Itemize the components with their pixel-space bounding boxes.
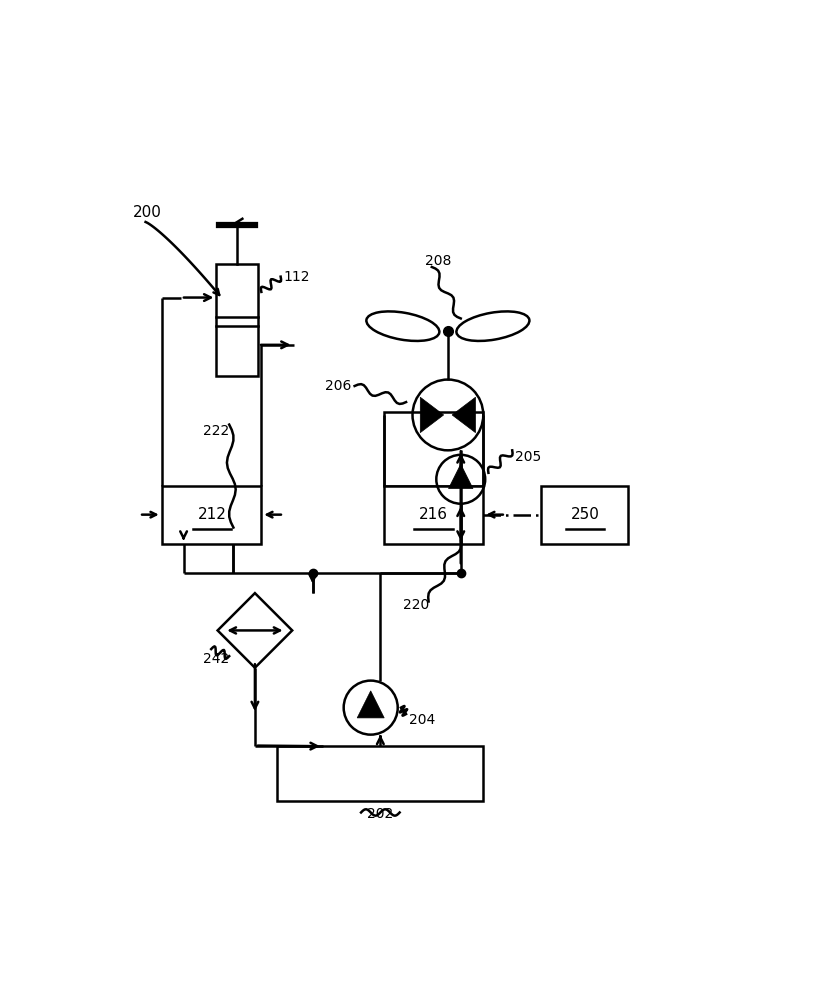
Text: 206: 206 <box>325 379 351 393</box>
Ellipse shape <box>366 311 439 341</box>
Text: 242: 242 <box>203 652 230 666</box>
Polygon shape <box>452 397 476 433</box>
Text: 212: 212 <box>198 507 227 522</box>
Text: 220: 220 <box>403 598 429 612</box>
Text: 208: 208 <box>426 254 452 268</box>
Polygon shape <box>448 464 473 489</box>
Bar <box>383 412 483 486</box>
Bar <box>277 746 483 801</box>
Text: 112: 112 <box>284 270 310 284</box>
Bar <box>541 486 628 544</box>
Polygon shape <box>420 397 444 433</box>
Bar <box>217 264 258 376</box>
Polygon shape <box>217 593 292 668</box>
Text: 202: 202 <box>367 807 393 821</box>
Bar <box>162 486 261 544</box>
Ellipse shape <box>457 311 530 341</box>
Bar <box>383 486 483 544</box>
Polygon shape <box>357 691 384 718</box>
Text: 204: 204 <box>409 713 436 727</box>
Text: 222: 222 <box>203 424 230 438</box>
Text: 250: 250 <box>570 507 599 522</box>
Text: 200: 200 <box>133 205 162 220</box>
Text: 216: 216 <box>419 507 448 522</box>
Text: 205: 205 <box>515 450 542 464</box>
